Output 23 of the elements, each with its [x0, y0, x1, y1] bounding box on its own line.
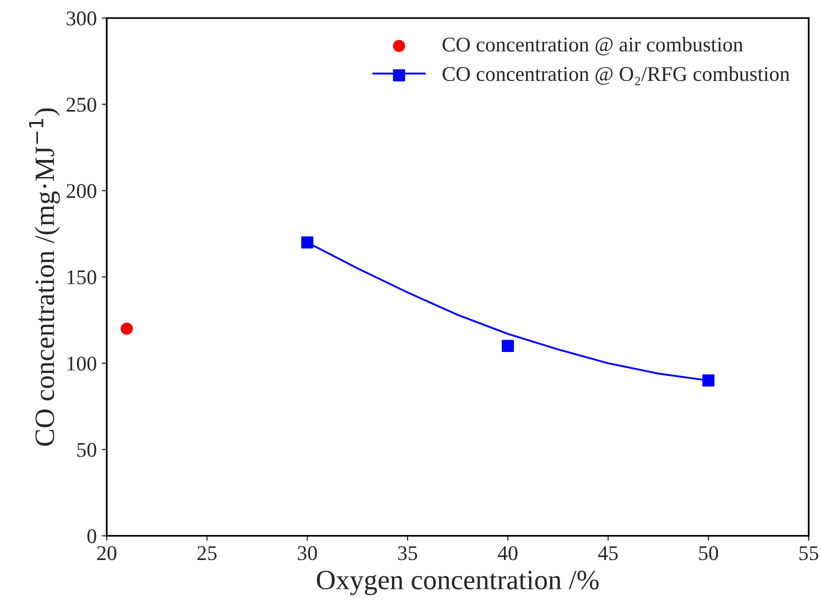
x-axis-title: Oxygen concentration /% [316, 570, 599, 596]
point [502, 340, 514, 352]
x-tick-label: 25 [198, 546, 217, 560]
x-tick-label: 30 [298, 546, 317, 560]
legend-label: CO concentration @ air combustion [442, 36, 743, 56]
y-tick-label: 50 [77, 442, 96, 457]
y-tick-label: 0 [87, 529, 96, 544]
y-tick-label: 200 [66, 184, 96, 198]
y-axis-title: CO concentration /(mg·MJ$^{−1}$) [29, 108, 60, 446]
x-tick-label: 40 [498, 546, 518, 560]
y-tick-label: 150 [68, 270, 96, 284]
x-tick-label: 20 [97, 546, 116, 560]
y-tick-label: 300 [66, 11, 96, 26]
x-tick-label: 35 [398, 546, 418, 560]
point [702, 374, 714, 387]
x-tick-label: 55 [799, 546, 818, 560]
x-tick-label: 45 [598, 546, 618, 560]
point [301, 236, 314, 248]
point [120, 322, 133, 335]
x-tick-label: 50 [699, 546, 718, 560]
legend-label: CO concentration @ O₂/RFG combustion [442, 66, 790, 86]
y-tick-label: 250 [66, 98, 96, 112]
y-tick-label: 100 [68, 356, 96, 371]
